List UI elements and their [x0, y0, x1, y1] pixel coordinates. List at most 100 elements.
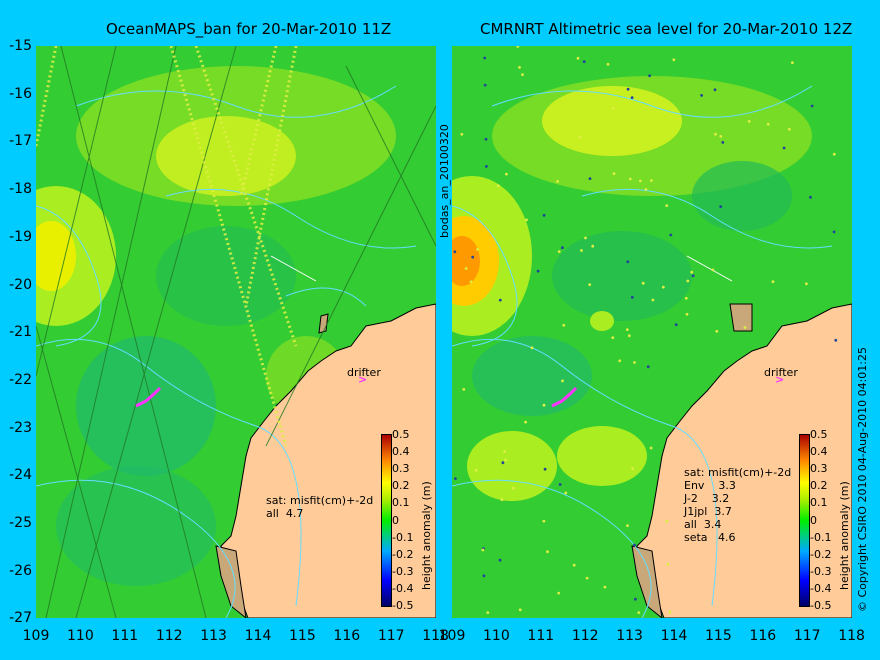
observation-dot — [834, 338, 838, 342]
observation-dot — [630, 96, 634, 99]
misfit-line: J1jpl 3.7 — [684, 505, 732, 518]
misfit-line: J-2 3.2 — [684, 492, 730, 505]
colorbar-tick-label: 0.4 — [810, 445, 828, 459]
observation-dot — [585, 576, 589, 580]
observation-dot — [530, 346, 534, 350]
observation-dot — [557, 591, 561, 595]
observation-dot — [669, 233, 673, 237]
observation-dot — [651, 298, 655, 302]
colorbar-tick-label: -0.2 — [810, 547, 832, 561]
observation-dot — [714, 132, 717, 136]
observation-dot — [579, 135, 582, 139]
right-x-tick-label: 113 — [616, 628, 643, 644]
right-x-tick-label: 112 — [571, 628, 599, 644]
right-x-tick-label: 117 — [793, 628, 821, 644]
observation-dot — [713, 88, 717, 92]
observation-dot — [627, 334, 631, 338]
observation-dot — [503, 450, 507, 453]
colorbar-tick-label: -0.3 — [392, 564, 414, 578]
observation-dot — [612, 172, 616, 176]
y-tick-label: -15 — [9, 38, 32, 54]
observation-dot — [500, 498, 504, 502]
colorbar-tick-label: 0.2 — [392, 479, 410, 493]
left-map-svg — [36, 46, 436, 618]
misfit-line: sat: misfit(cm)+-2d — [266, 494, 374, 507]
observation-dot — [791, 61, 794, 64]
observation-dot — [524, 420, 527, 424]
observation-dot — [521, 73, 524, 76]
observation-dot — [719, 135, 723, 138]
observation-dot — [481, 548, 485, 552]
observation-dot — [464, 267, 468, 270]
observation-dot — [690, 270, 694, 274]
observation-dot — [542, 403, 546, 407]
observation-dot — [668, 610, 672, 614]
observation-dot — [582, 60, 586, 64]
left-x-tick-label: 110 — [67, 628, 94, 644]
colorbar-tick-label: 0 — [392, 513, 399, 527]
observation-dot — [525, 218, 528, 222]
right-x-tick-label: 118 — [838, 628, 865, 644]
observation-dot — [498, 298, 502, 302]
misfit-line: Env 3.3 — [684, 479, 736, 492]
left-x-tick-label: 114 — [244, 628, 272, 644]
drifter-label-left: drifter — [347, 366, 381, 379]
observation-dot — [644, 188, 648, 191]
observation-dot — [576, 56, 580, 60]
observation-dot — [557, 250, 561, 254]
y-tick-label: -16 — [9, 85, 32, 102]
observation-dot — [518, 66, 521, 69]
run-id-label: bodas_an_20100320 — [438, 124, 451, 238]
observation-dot — [771, 280, 775, 284]
colorbar-tick-label: -0.2 — [392, 547, 414, 561]
observation-dot — [832, 152, 836, 156]
observation-dot — [546, 550, 549, 554]
observation-dot — [625, 328, 629, 331]
observation-dot — [501, 461, 505, 465]
right-x-tick-label: 109 — [438, 628, 466, 644]
observation-dot — [715, 329, 719, 333]
right-map-panel — [452, 46, 852, 618]
observation-dot — [558, 483, 562, 486]
observation-dot — [631, 467, 634, 470]
observation-dot — [561, 379, 564, 383]
colorbar-tick-label: -0.3 — [810, 564, 832, 578]
colorbar-tick-label: -0.4 — [392, 581, 414, 595]
copyright-label: © Copyright CSIRO 2010 04-Aug-2010 04:01… — [856, 346, 869, 612]
observation-dot — [637, 611, 641, 614]
observation-dot — [453, 250, 457, 254]
observation-dot — [580, 249, 583, 252]
observation-dot — [591, 244, 595, 248]
observation-dot — [564, 491, 568, 495]
misfit-line: sat: misfit(cm)+-2d — [684, 466, 792, 479]
y-tick-label: -23 — [9, 419, 32, 436]
observation-dot — [476, 248, 479, 251]
observation-dot — [691, 274, 695, 278]
left-map-title: OceanMAPS_ban for 20-Mar-2010 11Z — [106, 20, 392, 38]
drifter-trail-right — [551, 386, 578, 408]
observation-dot — [484, 137, 488, 141]
observation-dot — [674, 323, 678, 327]
observation-dot — [516, 46, 520, 48]
observation-dot — [562, 323, 566, 327]
observation-dot — [721, 141, 725, 144]
colorbar-tick-label: -0.1 — [392, 530, 414, 544]
colorbar-tick-label: 0.2 — [810, 479, 828, 493]
colorbar-tick-label: 0.3 — [392, 462, 410, 476]
observation-dot — [711, 268, 715, 272]
right-x-tick-label: 114 — [660, 628, 688, 644]
colorbar-tick-label: 0 — [810, 513, 817, 527]
observation-dot — [686, 279, 690, 283]
observation-dot — [766, 122, 770, 126]
observation-dot — [646, 365, 650, 369]
right-misfit-info: sat: misfit(cm)+-2d Env 3.3 J-2 3.2 J1jpl 3… — [684, 466, 791, 544]
right-x-tick-label: 116 — [749, 628, 777, 644]
colorbar-tick-label: -0.1 — [810, 530, 832, 544]
observation-dot — [832, 230, 836, 234]
observation-dot — [626, 524, 629, 527]
observation-dot — [611, 336, 615, 340]
observation-dot — [460, 132, 464, 136]
misfit-line: seta 4.6 — [684, 531, 736, 544]
left-x-tick-label: 112 — [155, 628, 183, 644]
observation-dot — [700, 94, 703, 97]
